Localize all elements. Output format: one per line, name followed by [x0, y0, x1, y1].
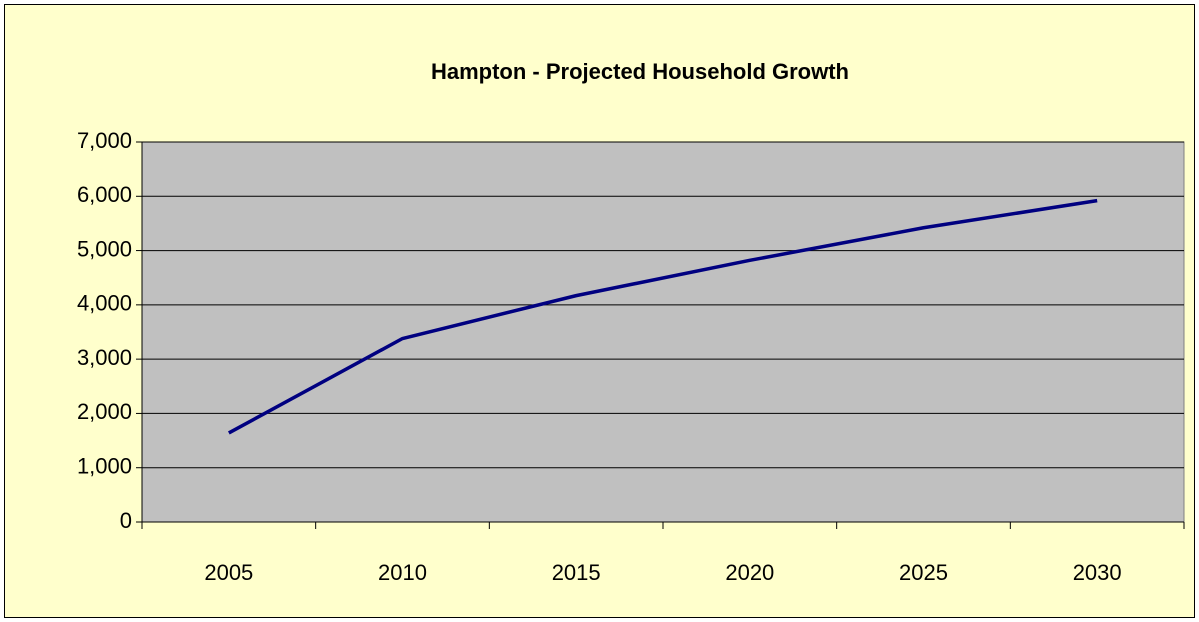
y-tick-label: 6,000	[77, 182, 132, 207]
y-tick-label: 2,000	[77, 399, 132, 424]
y-tick-label: 5,000	[77, 236, 132, 261]
x-tick-label: 2015	[552, 560, 601, 585]
data-line	[227, 198, 1098, 435]
y-tick-label: 1,000	[77, 454, 132, 479]
x-tick-label: 2020	[725, 560, 774, 585]
y-tick-label: 7,000	[77, 128, 132, 153]
chart-title: Hampton - Projected Household Growth	[431, 59, 849, 84]
x-tick-label: 2025	[899, 560, 948, 585]
y-tick-label: 3,000	[77, 345, 132, 370]
x-tick-label: 2010	[378, 560, 427, 585]
plot-area	[141, 141, 1185, 523]
x-tick-label: 2030	[1073, 560, 1122, 585]
y-tick-label: 4,000	[77, 291, 132, 316]
y-tick-label: 0	[120, 508, 132, 533]
x-tick-label: 2005	[204, 560, 253, 585]
